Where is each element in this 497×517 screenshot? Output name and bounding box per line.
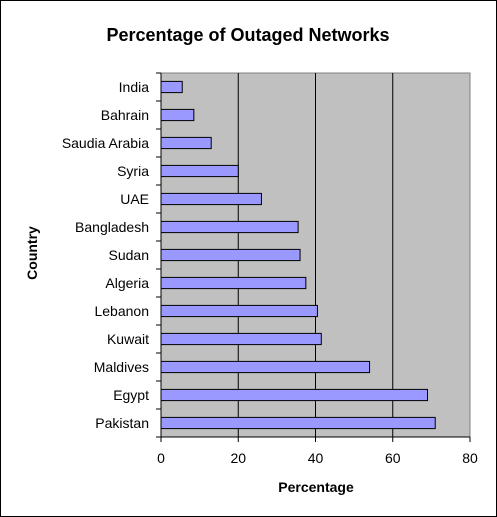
bar-bangladesh bbox=[160, 220, 299, 234]
bar-bahrain bbox=[160, 108, 195, 122]
bar-algeria bbox=[160, 276, 307, 290]
bar-pakistan bbox=[160, 416, 436, 430]
bar-syria bbox=[160, 164, 239, 178]
x-tick-label: 60 bbox=[385, 450, 401, 466]
y-tick-label: UAE bbox=[120, 191, 149, 207]
y-tick-label: Lebanon bbox=[94, 303, 149, 319]
x-tick-label: 80 bbox=[462, 450, 478, 466]
bar-sudan bbox=[160, 248, 301, 262]
y-tick-label: Saudia Arabia bbox=[62, 135, 149, 151]
y-tick-label: Algeria bbox=[105, 275, 149, 291]
y-tick-label: Syria bbox=[117, 163, 149, 179]
y-tick-label: Bahrain bbox=[101, 107, 149, 123]
y-tick-label: India bbox=[119, 79, 150, 95]
bar-maldives bbox=[160, 360, 371, 374]
y-axis-title: Country bbox=[24, 226, 40, 280]
chart-title: Percentage of Outaged Networks bbox=[106, 25, 389, 45]
bar-lebanon bbox=[160, 304, 318, 318]
bar-kuwait bbox=[160, 332, 322, 346]
y-tick-label: Maldives bbox=[94, 359, 149, 375]
y-tick-label: Egypt bbox=[113, 387, 149, 403]
y-tick-label: Sudan bbox=[109, 247, 149, 263]
y-tick-label: Bangladesh bbox=[75, 219, 149, 235]
x-tick-label: 40 bbox=[308, 450, 324, 466]
bar-india bbox=[160, 80, 183, 94]
bar-uae bbox=[160, 192, 262, 206]
y-tick-label: Pakistan bbox=[95, 415, 149, 431]
x-tick-label: 20 bbox=[230, 450, 246, 466]
y-tick-label: Kuwait bbox=[107, 331, 149, 347]
x-axis-title: Percentage bbox=[278, 479, 354, 495]
bar-egypt bbox=[160, 388, 429, 402]
bar-saudia-arabia bbox=[160, 136, 212, 150]
x-tick-label: 0 bbox=[157, 450, 165, 466]
